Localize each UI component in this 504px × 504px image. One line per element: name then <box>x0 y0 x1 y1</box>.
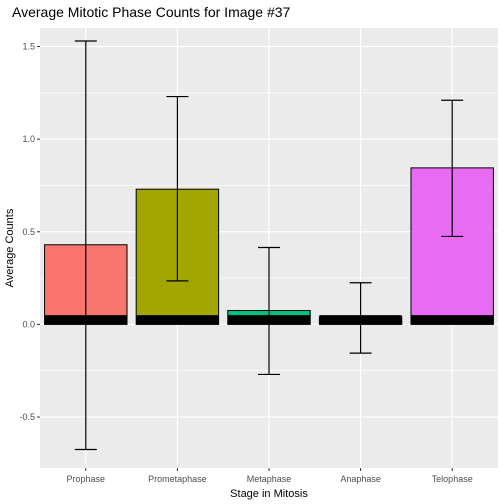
y-tick-label: 1.0 <box>22 134 35 144</box>
x-axis: Prophase Prometaphase Metaphase Anaphase Tel… <box>67 468 473 484</box>
error-bars <box>74 40 464 451</box>
y-tick-label: -0.5 <box>19 412 35 422</box>
y-tick-label: 0.5 <box>22 227 35 237</box>
x-axis-title: Stage in Mitosis <box>230 488 308 500</box>
x-tick-label: Anaphase <box>340 474 381 484</box>
y-axis-title: Average Counts <box>4 208 16 287</box>
x-tick-label: Prometaphase <box>148 474 207 484</box>
x-tick-label: Telophase <box>432 474 473 484</box>
y-tick-label: 1.5 <box>22 42 35 52</box>
baseline-band-prometaphase <box>136 315 219 325</box>
y-tick-label: 0.0 <box>22 319 35 329</box>
y-axis: -0.5 0.0 0.5 1.0 1.5 <box>19 42 40 422</box>
x-tick-label: Metaphase <box>247 474 292 484</box>
x-tick-label: Prophase <box>67 474 106 484</box>
chart-title: Average Mitotic Phase Counts for Image #… <box>12 4 291 20</box>
baseline-band-telophase <box>410 315 494 325</box>
